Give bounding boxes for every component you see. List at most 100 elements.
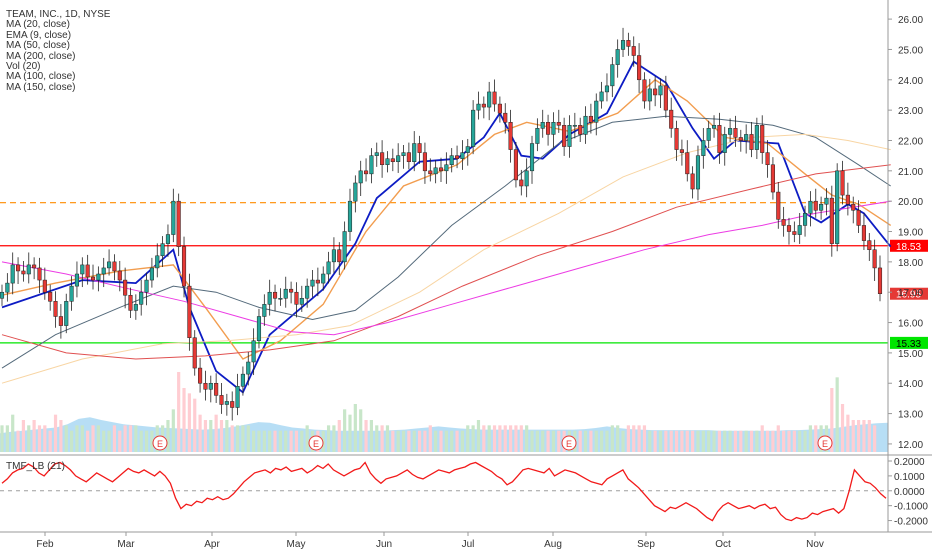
price-tick-label: 13.00: [898, 410, 923, 421]
candle-body: [845, 194, 850, 205]
candle-body: [513, 149, 519, 181]
candle-body: [476, 103, 481, 111]
candle-body: [546, 122, 551, 135]
candle-body: [829, 197, 834, 244]
candle-body: [760, 125, 765, 153]
candle-body: [21, 270, 26, 275]
candle-body: [529, 143, 535, 172]
volume-bar: [230, 425, 234, 452]
volume-bar: [198, 414, 202, 452]
volume-bar: [337, 420, 341, 452]
candle-body: [123, 279, 128, 296]
candle-body: [337, 249, 342, 263]
volume-bar: [803, 430, 807, 452]
candle-body: [835, 170, 840, 244]
time-tick-label: Mar: [117, 539, 135, 550]
volume-bar: [621, 430, 625, 452]
volume-bar: [423, 430, 427, 452]
candle-body: [289, 288, 294, 293]
volume-bar: [59, 420, 63, 452]
candle-body: [240, 373, 245, 387]
volume-bar: [241, 425, 245, 452]
candle-body: [422, 152, 427, 172]
candle-body: [572, 125, 577, 127]
candle-body: [786, 225, 792, 232]
candle-body: [808, 200, 813, 214]
candle-body: [32, 264, 37, 269]
candle-body: [663, 85, 668, 111]
candle-body: [562, 125, 567, 147]
candle-body: [267, 291, 272, 305]
volume-bar: [417, 430, 422, 452]
volume-bar: [632, 425, 636, 452]
volume-bar: [375, 425, 379, 452]
earnings-marker-label: E: [313, 439, 319, 449]
volume-bar: [653, 430, 657, 452]
price-tick-label: 25.00: [898, 45, 923, 56]
candle-body: [331, 249, 336, 263]
candle-body: [112, 261, 117, 272]
candle-body: [455, 155, 460, 159]
candle-body: [433, 167, 438, 175]
candle-body: [481, 103, 486, 108]
volume-bar: [444, 430, 448, 452]
horizontal-line-label: 18.53: [896, 242, 921, 253]
price-tick-label: 21.00: [898, 167, 923, 178]
candle-body: [144, 279, 149, 293]
candle-body: [165, 234, 171, 244]
price-tick-label: 22.00: [898, 136, 923, 147]
candle-body: [551, 122, 556, 135]
candle-body: [278, 298, 283, 300]
moving-average-line: [1, 115, 891, 369]
candle-body: [192, 337, 197, 369]
candle-body: [26, 264, 31, 275]
candle-body: [219, 395, 224, 405]
price-tick-label: 15.00: [898, 349, 923, 360]
candle-body: [305, 285, 310, 299]
time-tick-label: Jun: [376, 539, 392, 550]
candle-body: [658, 85, 663, 96]
volume-bar: [525, 425, 529, 452]
candle-body: [872, 249, 877, 269]
volume-bar: [466, 425, 470, 452]
candle-body: [856, 210, 861, 226]
volume-bar: [450, 430, 454, 452]
candle-body: [181, 246, 187, 287]
price-tick-label: 16.00: [898, 319, 923, 330]
candle-body: [16, 264, 21, 272]
volume-bar: [530, 430, 534, 452]
candle-body: [406, 152, 411, 162]
candle-body: [599, 91, 604, 102]
candle-body: [90, 276, 96, 281]
earnings-marker-label: E: [157, 439, 163, 449]
candle-body: [187, 285, 192, 338]
volume-bar: [32, 420, 36, 452]
volume-bar: [21, 420, 26, 452]
volume-bar: [755, 430, 759, 452]
candle-body: [37, 267, 42, 281]
candle-body: [310, 279, 315, 287]
volume-bar: [123, 425, 127, 452]
candle-body: [358, 170, 363, 184]
volume-bar: [749, 430, 754, 452]
candle-body: [588, 115, 593, 123]
candle-body: [85, 264, 90, 278]
volume-bar: [182, 388, 186, 452]
candle-body: [315, 279, 320, 284]
horizontal-line-label-bg: [890, 239, 928, 252]
volume-bar: [583, 430, 588, 452]
volume-bar: [16, 430, 20, 452]
volume-bar: [27, 425, 31, 452]
volume-bar: [273, 430, 277, 452]
candle-body: [685, 152, 690, 175]
candle-body: [69, 285, 74, 302]
volume-bar: [235, 425, 240, 452]
candle-body: [246, 361, 251, 375]
volume-bar: [535, 430, 539, 452]
candle-body: [374, 152, 379, 156]
volume-bar: [712, 430, 716, 452]
volume-bar: [508, 425, 513, 452]
candle-body: [326, 261, 331, 275]
volume-bar: [744, 430, 748, 452]
horizontal-lines-layer: 18.53 15.33: [0, 202, 928, 350]
